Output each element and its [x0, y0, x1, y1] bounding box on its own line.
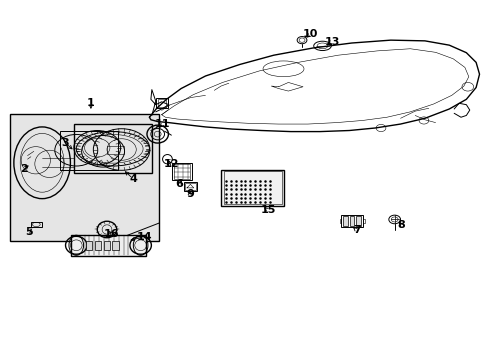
Bar [221, 170, 284, 206]
Text: 11: 11 [155, 120, 170, 129]
Bar [355, 216, 360, 226]
Text: 4: 4 [129, 174, 137, 184]
Bar [71, 234, 145, 256]
Bar [223, 171, 282, 204]
Bar [158, 99, 165, 107]
Bar [156, 98, 167, 108]
Bar [10, 114, 159, 241]
Text: 1: 1 [87, 98, 95, 108]
Text: 10: 10 [302, 30, 317, 39]
Text: 13: 13 [324, 37, 339, 46]
Text: 14: 14 [137, 232, 152, 242]
Bar [103, 241, 110, 250]
Bar [107, 145, 124, 154]
Bar [60, 131, 118, 170]
Text: 15: 15 [260, 205, 275, 215]
Text: 5: 5 [25, 227, 33, 237]
Bar [74, 125, 152, 173]
Text: 6: 6 [175, 179, 183, 189]
Text: 8: 8 [397, 220, 405, 230]
Bar [343, 216, 347, 226]
Bar [172, 163, 191, 180]
Text: 16: 16 [104, 229, 120, 239]
Bar [183, 182, 197, 191]
Bar [112, 241, 119, 250]
Text: 12: 12 [163, 159, 179, 169]
Bar [340, 215, 363, 226]
Text: 7: 7 [352, 225, 360, 235]
Bar [173, 164, 190, 179]
Bar [95, 241, 101, 250]
Text: 2: 2 [20, 164, 28, 174]
Text: 3: 3 [61, 138, 69, 148]
Text: 9: 9 [185, 189, 193, 199]
Bar [86, 241, 92, 250]
Bar [349, 216, 353, 226]
Bar [184, 183, 196, 190]
Bar [31, 222, 41, 227]
